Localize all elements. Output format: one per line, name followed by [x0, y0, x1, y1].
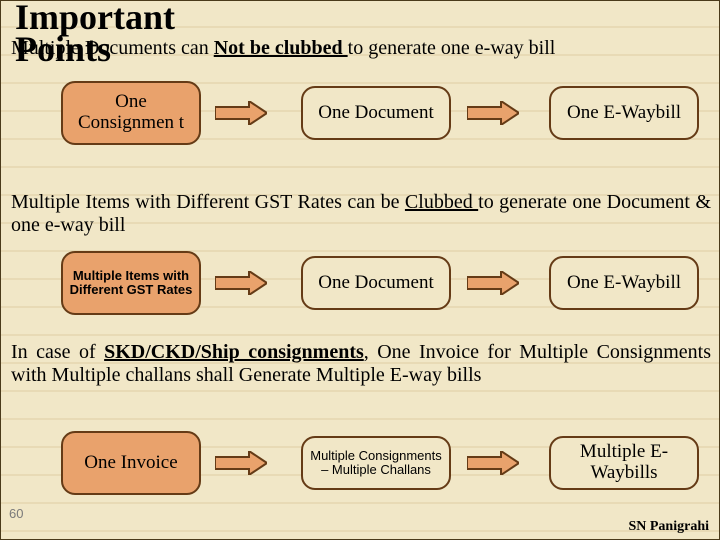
box-ewaybill: One E-Waybill: [549, 86, 699, 140]
arrow-icon: [467, 101, 519, 125]
p1-underlined: Not be clubbed: [214, 37, 348, 59]
paragraph-2: Multiple Items with Different GST Rates …: [1, 191, 720, 237]
paragraph-3: In case of SKD/CKD/Ship consignments, On…: [1, 341, 720, 387]
p3-pre: In case of: [11, 341, 104, 363]
box-document: One Document: [301, 256, 451, 310]
box-document: One Document: [301, 86, 451, 140]
arrow-icon: [215, 101, 267, 125]
p3-bold: SKD/CKD/Ship consignments: [104, 341, 364, 363]
flow-row-1: One Consignmen t One Document One E-Wayb…: [1, 81, 720, 151]
arrow-icon: [215, 451, 267, 475]
box-ewaybill: One E-Waybill: [549, 256, 699, 310]
box-one-invoice: One Invoice: [61, 431, 201, 495]
p2-pre: Multiple Items with Different GST Rates …: [11, 191, 405, 213]
p1-post: to generate one e-way bill: [348, 37, 556, 59]
box-multiple-consignments: Multiple Consignments – Multiple Challan…: [301, 436, 451, 490]
arrow-icon: [467, 271, 519, 295]
box-multiple-ewaybills: Multiple E-Waybills: [549, 436, 699, 490]
p1-pre: Multiple Documents can: [11, 37, 214, 59]
paragraph-1: Multiple Documents can Not be clubbed to…: [1, 37, 720, 60]
author-credit: SN Panigrahi: [628, 519, 709, 535]
box-multiple-items: Multiple Items with Different GST Rates: [61, 251, 201, 315]
arrow-icon: [467, 451, 519, 475]
arrow-icon: [215, 271, 267, 295]
flow-row-3: One Invoice Multiple Consignments – Mult…: [1, 431, 720, 501]
page-number: 60: [9, 506, 23, 521]
box-consignment: One Consignmen t: [61, 81, 201, 145]
p2-underlined: Clubbed: [405, 191, 478, 213]
flow-row-2: Multiple Items with Different GST Rates …: [1, 251, 720, 321]
